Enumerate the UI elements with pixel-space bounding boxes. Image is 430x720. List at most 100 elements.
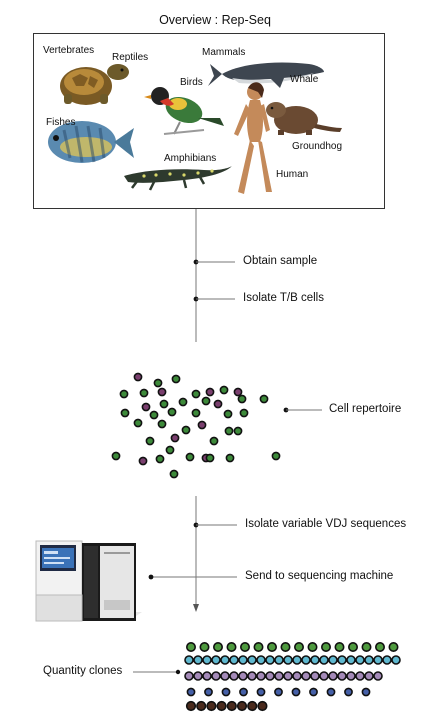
- label-reptiles: Reptiles: [112, 52, 149, 63]
- clone-blue-7: [291, 687, 301, 697]
- clone-blue-2: [204, 687, 213, 697]
- step-isolate-vdj: Isolate variable VDJ sequences: [245, 518, 407, 530]
- cell-12: [141, 402, 151, 412]
- cell-32: [209, 436, 219, 446]
- clone-green-5: [240, 641, 251, 652]
- cell-6: [157, 387, 167, 397]
- clone-lilac-14: [301, 671, 311, 681]
- label-fishes: Fishes: [46, 117, 76, 128]
- clone-cyan-11: [274, 655, 284, 665]
- clone-lilac-19: [346, 671, 356, 681]
- clone-green-8: [280, 641, 291, 652]
- cell-25: [157, 419, 167, 429]
- whale-illustration: [208, 62, 324, 88]
- cell-3: [171, 374, 181, 384]
- cell-26: [181, 425, 191, 435]
- cell-5: [139, 388, 149, 398]
- clone-blue-3: [221, 687, 231, 697]
- clone-cyan-20: [355, 655, 365, 665]
- clone-cyan-8: [247, 655, 257, 665]
- clone-lilac-7: [238, 671, 248, 681]
- vertebrates-panel: Vertebrates Reptiles Mammals Whale Birds…: [33, 33, 385, 209]
- step-cell-repertoire: Cell repertoire: [329, 403, 402, 415]
- clone-cyan-14: [301, 655, 311, 665]
- clone-lilac-5: [220, 671, 230, 681]
- clone-brown-1: [185, 700, 197, 712]
- label-vertebrates: Vertebrates: [43, 45, 95, 56]
- clone-cyan-15: [310, 655, 320, 665]
- clone-blue-6: [274, 687, 283, 697]
- clone-lilac-3: [202, 671, 212, 681]
- cell-11: [259, 394, 269, 404]
- clone-lilac-16: [319, 671, 329, 681]
- clone-brown-4: [216, 700, 227, 712]
- step-sequencing: Send to sequencing machine: [245, 570, 394, 582]
- cell-35: [138, 456, 148, 466]
- label-amphibians: Amphibians: [164, 153, 217, 164]
- cell-30: [145, 436, 155, 446]
- clone-blue-9: [326, 687, 336, 697]
- clone-green-10: [307, 641, 318, 652]
- clone-cyan-2: [193, 655, 203, 665]
- cell-8: [205, 387, 215, 397]
- clone-cyan-7: [238, 655, 248, 665]
- clone-lilac-18: [337, 671, 347, 681]
- clone-lilac-9: [256, 671, 266, 681]
- clone-cyan-6: [229, 655, 239, 665]
- cell-4: [119, 389, 129, 399]
- cell-41: [271, 451, 281, 461]
- cell-31: [170, 433, 180, 443]
- cell-16: [213, 399, 223, 409]
- clone-lilac-11: [274, 671, 284, 681]
- clone-cyan-9: [256, 655, 266, 665]
- cell-repertoire-cluster: [111, 372, 281, 479]
- clone-green-4: [226, 641, 237, 652]
- cell-34: [111, 451, 121, 461]
- clone-lilac-6: [229, 671, 239, 681]
- cell-29: [233, 426, 243, 436]
- clone-lilac-13: [292, 671, 302, 681]
- clone-cyan-17: [328, 655, 338, 665]
- clone-lilac-1: [184, 671, 194, 681]
- clone-green-9: [293, 641, 304, 652]
- cell-33: [165, 445, 175, 455]
- clone-green-13: [347, 641, 358, 652]
- clone-lilac-20: [355, 671, 365, 681]
- bird-illustration: [144, 87, 224, 135]
- clone-quantity-rows: [184, 641, 401, 712]
- sequencer-machine-illustration: [35, 540, 142, 622]
- clone-cyan-21: [364, 655, 374, 665]
- clone-green-16: [388, 641, 399, 652]
- clone-brown-7: [247, 700, 258, 712]
- turtle-illustration: [60, 64, 129, 105]
- clone-brown-5: [226, 700, 237, 712]
- cell-24: [133, 418, 143, 428]
- step-quantity-clones: Quantity clones: [43, 665, 123, 677]
- clone-brown-6: [236, 700, 248, 712]
- cell-36: [155, 454, 165, 464]
- groundhog-illustration: [266, 102, 342, 135]
- clone-blue-10: [344, 687, 353, 697]
- clone-cyan-4: [211, 655, 221, 665]
- animal-illustrations: [48, 62, 342, 194]
- step-dot-sequencing: [148, 574, 154, 580]
- clone-green-14: [361, 641, 372, 652]
- clone-lilac-22: [373, 671, 383, 681]
- cell-13: [159, 399, 169, 409]
- clone-lilac-15: [310, 671, 320, 681]
- cell-14: [178, 397, 188, 407]
- clone-blue-8: [309, 687, 318, 697]
- clone-green-2: [199, 641, 210, 652]
- clone-brown-2: [196, 700, 207, 712]
- clone-green-15: [374, 641, 385, 652]
- clone-green-12: [334, 641, 345, 652]
- cell-10: [233, 387, 243, 397]
- clone-cyan-13: [292, 655, 302, 665]
- clone-lilac-10: [265, 671, 275, 681]
- cell-2: [153, 378, 163, 388]
- clone-lilac-2: [193, 671, 203, 681]
- cell-27: [197, 420, 207, 430]
- clone-blue-1: [186, 687, 196, 697]
- clone-blue-11: [361, 687, 371, 697]
- salamander-illustration: [124, 166, 232, 191]
